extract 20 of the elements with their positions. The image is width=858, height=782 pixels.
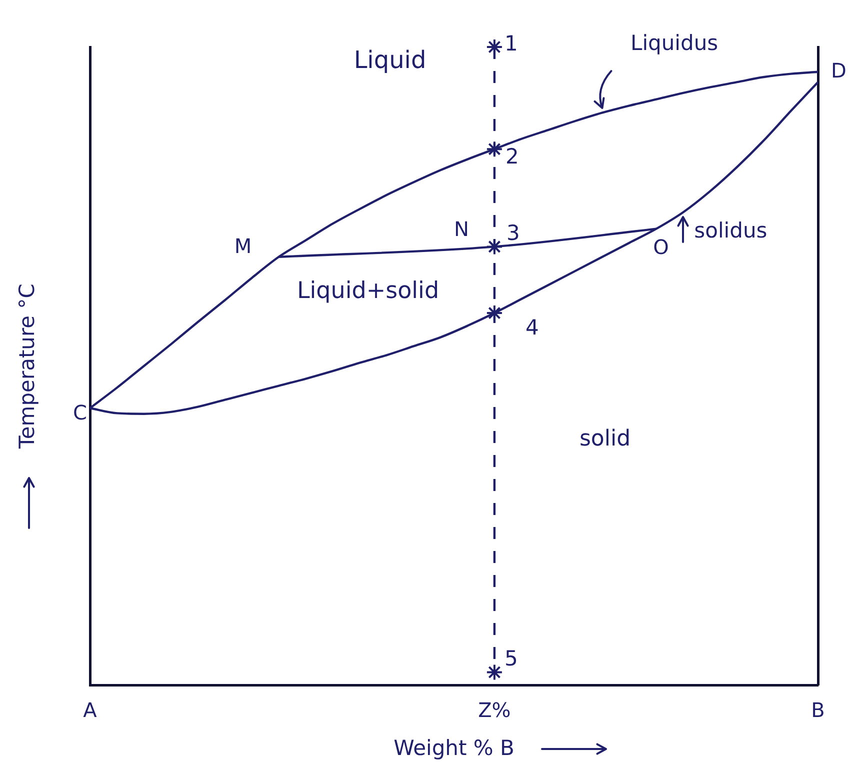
legend-label: solidus bbox=[694, 218, 768, 243]
series-label: Liquidus bbox=[630, 31, 718, 56]
annotation: 1 bbox=[504, 31, 518, 56]
annotation: 3 bbox=[506, 221, 520, 246]
annotation: M bbox=[234, 234, 252, 258]
y-axis-title: Temperature °C bbox=[15, 284, 40, 450]
annotation: 5 bbox=[504, 646, 518, 671]
annotation: 2 bbox=[505, 144, 519, 169]
annotation: O bbox=[653, 235, 669, 260]
x-tick-label: A bbox=[83, 698, 98, 722]
annotation: solid bbox=[579, 426, 631, 452]
annotation: D bbox=[831, 58, 846, 82]
annotation: Liquid bbox=[354, 46, 426, 74]
annotation: N bbox=[454, 216, 469, 241]
x-tick-label: Z% bbox=[478, 698, 511, 722]
x-tick-label: B bbox=[811, 698, 825, 722]
annotation: 4 bbox=[525, 316, 539, 340]
annotation: Liquid+solid bbox=[296, 278, 440, 304]
annotation: C bbox=[73, 400, 87, 424]
x-axis-title: Weight % B bbox=[394, 736, 514, 760]
